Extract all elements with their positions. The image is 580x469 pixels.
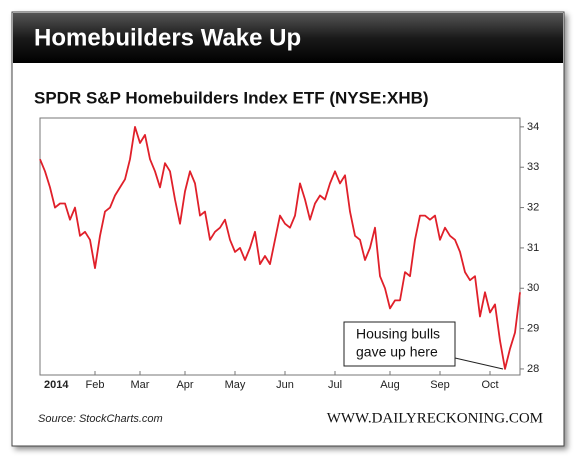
y-tick-label: 34 — [527, 121, 539, 133]
x-tick-label: Feb — [86, 379, 105, 391]
chart-subtitle: SPDR S&P Homebuilders Index ETF (NYSE:XH… — [34, 88, 429, 107]
annotation-text: gave up here — [356, 344, 438, 360]
y-tick-label: 32 — [527, 201, 539, 213]
annotation-text: Housing bulls — [356, 326, 440, 342]
x-tick-label: Aug — [380, 379, 400, 391]
y-tick-label: 33 — [527, 161, 539, 173]
annotation-box — [343, 321, 456, 367]
x-tick-label: Jul — [328, 379, 342, 391]
source: Source: StockCharts.com — [38, 413, 163, 425]
y-tick-label: 30 — [527, 282, 539, 294]
line-series — [39, 126, 521, 370]
x-tick-label: Mar — [131, 379, 150, 391]
header-bar — [13, 13, 563, 63]
y-tick-label: 29 — [527, 323, 539, 335]
x-tick-label: Jun — [276, 379, 294, 391]
x-tick-label: Oct — [481, 379, 498, 391]
annotation-pointer — [454, 357, 504, 370]
x-tick-label: May — [225, 379, 246, 391]
x-tick-label: Apr — [176, 379, 193, 391]
x-tick-label: 2014 — [44, 379, 69, 391]
x-tick-label: Sep — [430, 379, 450, 391]
chart-title: Homebuilders Wake Up — [34, 24, 301, 51]
y-tick-label: 28 — [527, 363, 539, 375]
credit: WWW.DAILYRECKONING.COM — [327, 410, 543, 426]
y-tick-label: 31 — [527, 242, 539, 254]
